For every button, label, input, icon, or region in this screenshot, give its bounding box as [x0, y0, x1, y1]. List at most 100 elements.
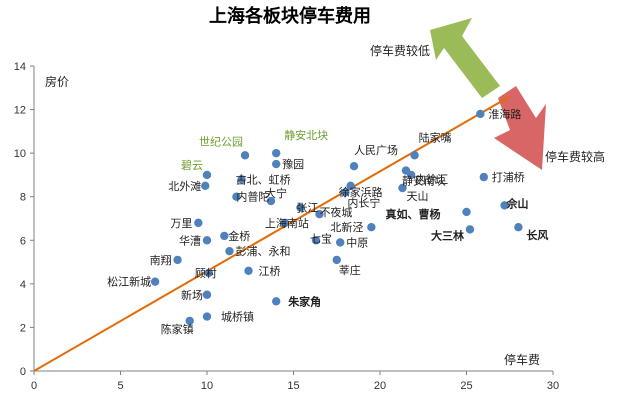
low-fee-arrow [430, 18, 500, 98]
data-label: 彭浦、永和 [235, 244, 290, 258]
x-tick-label: 5 [117, 380, 123, 392]
y-tick-label: 2 [20, 322, 26, 334]
chart-title: 上海各板块停车费用 [209, 5, 371, 27]
y-tick-label: 4 [20, 279, 26, 291]
data-label: 江桥 [259, 265, 281, 278]
y-tick-label: 10 [14, 148, 26, 160]
data-label: 内普陀 [236, 190, 269, 204]
data-point [201, 181, 210, 191]
y-tick-label: 0 [20, 366, 26, 378]
data-label: 北新泾 [330, 220, 363, 234]
data-point [240, 151, 250, 160]
data-label: 豫园 [282, 158, 304, 171]
data-point [244, 266, 253, 275]
data-label: 世纪公园 [199, 135, 243, 148]
data-point [406, 170, 416, 180]
data-label: 大宁 [265, 186, 287, 200]
data-point [202, 290, 212, 299]
data-point [237, 175, 246, 184]
data-point [462, 207, 471, 217]
data-point [336, 238, 345, 247]
data-point [514, 223, 523, 232]
data-label: 张江 [296, 202, 318, 215]
data-point [349, 162, 359, 171]
y-tick-label: 12 [14, 105, 26, 117]
data-label: 大三林 [431, 228, 464, 242]
ticks: 0 5 10 15 20 25 30 0 2 4 6 8 10 12 14 [14, 61, 559, 392]
data-point [315, 209, 324, 219]
data-point [194, 218, 203, 228]
data-label: 佘山 [506, 196, 529, 210]
x-tick-label: 30 [547, 380, 559, 392]
data-point [185, 316, 194, 326]
data-label: 人民广场 [354, 143, 398, 157]
data-point [500, 201, 509, 210]
data-point [173, 255, 182, 265]
data-point [346, 181, 355, 191]
x-tick-label: 20 [374, 380, 386, 392]
data-label: 陈家镇 [161, 322, 194, 336]
data-point [332, 255, 341, 265]
data-label: 长风 [526, 228, 548, 242]
data-point [202, 170, 212, 180]
data-label: 金桥 [228, 229, 250, 243]
x-tick-label: 10 [201, 380, 213, 392]
data-label: 松江新城 [107, 275, 151, 289]
data-label: 内长宁 [347, 195, 380, 209]
data-point [272, 297, 281, 306]
x-axis-title: 停车费 [504, 352, 540, 367]
data-points [150, 109, 523, 326]
data-point [150, 277, 160, 286]
data-label: 碧云 [181, 159, 203, 172]
data-label: 天山 [406, 190, 428, 203]
data-label: 中原 [346, 236, 368, 249]
data-label: 万里 [170, 217, 192, 230]
data-label: 北外滩 [168, 179, 201, 193]
data-label: 真如、曹杨 [386, 207, 441, 221]
x-tick-label: 0 [31, 380, 37, 392]
data-point [272, 148, 281, 158]
data-point [311, 236, 321, 245]
data-label: 朱家角 [287, 294, 321, 308]
high-fee-annotation: 停车费较高 [545, 149, 605, 164]
data-label: 华漕 [179, 233, 201, 247]
data-label: 新场 [181, 288, 203, 302]
y-tick-label: 14 [14, 61, 26, 73]
data-label: 不夜城 [319, 205, 352, 219]
data-label: 淮海路 [488, 107, 521, 121]
y-axis-title: 房价 [45, 74, 69, 89]
data-point [479, 172, 488, 182]
data-point [220, 231, 229, 241]
trend-line [33, 95, 511, 372]
data-label: 内徐汇 [415, 172, 448, 186]
data-label: 莘庄 [339, 263, 361, 277]
x-tick-label: 25 [460, 380, 472, 392]
data-point [225, 246, 234, 256]
data-label: 徐家浜路 [339, 185, 383, 199]
data-point [204, 268, 213, 278]
data-point [280, 218, 290, 228]
data-point [232, 192, 241, 201]
data-label: 上海南站 [265, 216, 309, 230]
y-tick-label: 6 [20, 235, 26, 247]
data-label: 城桥镇 [221, 310, 254, 324]
data-label: 陆家嘴 [419, 130, 452, 144]
data-point [476, 109, 485, 119]
data-point [410, 151, 419, 160]
data-point [398, 183, 407, 193]
data-point [341, 188, 350, 197]
data-point [202, 312, 212, 321]
x-tick-label: 15 [287, 380, 299, 392]
data-label: 静安北块 [284, 128, 328, 142]
data-point [202, 236, 212, 245]
low-fee-annotation: 停车费较低 [370, 43, 430, 58]
data-label: 古北、虹桥 [236, 173, 291, 186]
data-point [296, 203, 305, 212]
data-label: 七宝 [310, 231, 332, 245]
data-label: 南翔 [150, 253, 172, 267]
high-fee-arrow [494, 86, 546, 170]
data-point [367, 223, 376, 232]
data-point [465, 225, 475, 234]
